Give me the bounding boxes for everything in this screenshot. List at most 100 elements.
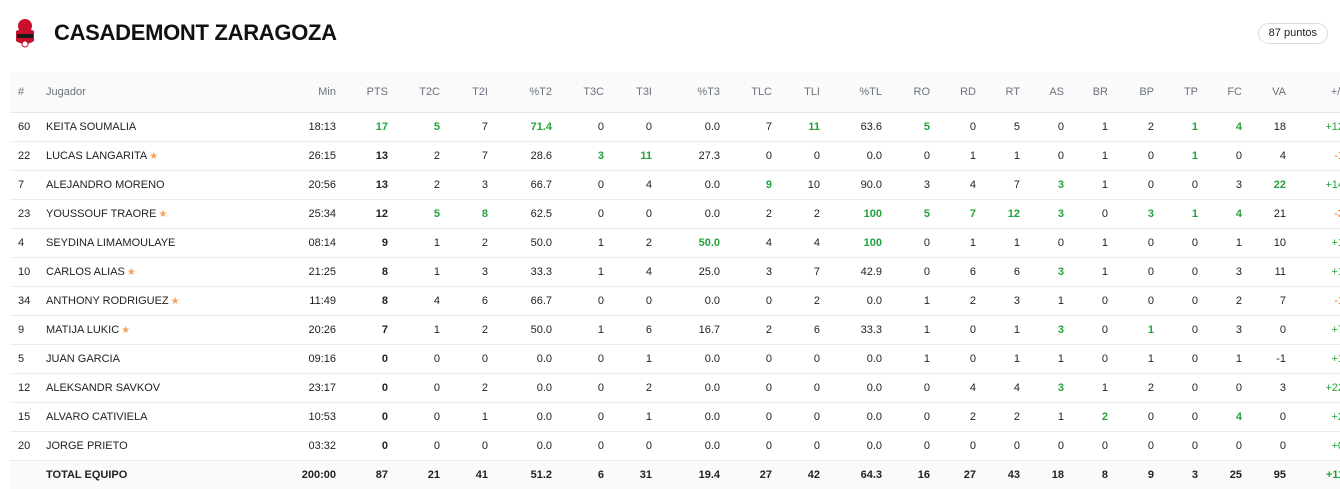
player-row[interactable]: 9 MATIJA LUKIC ★ 20:26 7 1 2 50.0 1 6 16.7 2 6 33.3 1 0… xyxy=(10,315,1340,345)
stat-cell: 2 xyxy=(610,228,658,258)
player-name[interactable]: ALVARO CATIVIELA xyxy=(42,402,282,432)
stat-cell: 0 xyxy=(888,257,936,287)
stat-cell: 0 xyxy=(1248,402,1292,432)
stat-cell: 1 xyxy=(1204,344,1248,374)
column-header[interactable]: Min xyxy=(282,72,342,113)
player-name[interactable]: LUCAS LANGARITA ★ xyxy=(42,141,282,171)
team-header: CASADEMONT ZARAGOZA 87 puntos xyxy=(0,0,1340,68)
column-header[interactable]: TLC xyxy=(726,72,778,113)
stat-cell: 0 xyxy=(726,141,778,171)
player-name[interactable]: JORGE PRIETO xyxy=(42,431,282,461)
player-row[interactable]: 4 SEYDINA LIMAMOULAYE 08:14 9 1 2 50.0 1 2 50.0 4 4… xyxy=(10,228,1340,258)
column-header[interactable]: %T2 xyxy=(494,72,558,113)
stat-cell: 0 xyxy=(1114,228,1160,258)
stat-cell: 20:26 xyxy=(282,315,342,345)
stat-cell: 0 xyxy=(1026,431,1070,461)
player-row[interactable]: 23 YOUSSOUF TRAORE ★ 25:34 12 5 8 62.5 0 0 0.0 2 2 10… xyxy=(10,199,1340,229)
stat-cell: 8 xyxy=(446,199,494,229)
player-row[interactable]: 60 KEITA SOUMALIA 18:13 17 5 7 71.4 0 0 0.0 7 11 63.… xyxy=(10,112,1340,142)
stat-cell: 1 xyxy=(1070,373,1114,403)
player-number: 9 xyxy=(10,315,42,345)
player-row[interactable]: 7 ALEJANDRO MORENO 20:56 13 2 3 66.7 0 4 0.0 9 10 90… xyxy=(10,170,1340,200)
player-name-label: ALEJANDRO MORENO xyxy=(46,178,165,191)
total-stat-cell: 3 xyxy=(1191,468,1198,481)
stat-cell: 4 xyxy=(936,170,982,200)
stat-cell: 3 xyxy=(982,286,1026,316)
player-row[interactable]: 22 LUCAS LANGARITA ★ 26:15 13 2 7 28.6 3 11 27.3 0 0… xyxy=(10,141,1340,171)
stat-cell: 26:15 xyxy=(282,141,342,171)
player-row[interactable]: 5 JUAN GARCIA 09:16 0 0 0 0.0 0 1 0.0 0 0 0.0 1 0 1 1 0 1 0… xyxy=(10,344,1340,374)
player-row[interactable]: 12 ALEKSANDR SAVKOV 23:17 0 0 2 0.0 0 2 0.0 0 0 0.0 0… xyxy=(10,373,1340,403)
column-header[interactable]: BR xyxy=(1070,72,1114,113)
player-row[interactable]: 34 ANTHONY RODRIGUEZ ★ 11:49 8 4 6 66.7 0 0 0.0 0 2 0… xyxy=(10,286,1340,316)
player-name[interactable]: KEITA SOUMALIA xyxy=(42,112,282,142)
points-badge: 87 puntos xyxy=(1257,23,1328,44)
stat-cell: 0 xyxy=(1160,170,1204,200)
stat-cell: 0 xyxy=(982,431,1026,461)
player-name[interactable]: MATIJA LUKIC ★ xyxy=(42,315,282,345)
column-header[interactable]: Jugador xyxy=(42,72,282,113)
stat-cell: 6 xyxy=(778,315,826,345)
stat-cell: 6 xyxy=(610,315,658,345)
stat-cell: 5 xyxy=(394,199,446,229)
column-header[interactable]: PTS xyxy=(342,72,394,113)
stat-cell: 0 xyxy=(1160,373,1204,403)
stat-cell: 5 xyxy=(888,112,936,142)
player-row[interactable]: 20 JORGE PRIETO 03:32 0 0 0 0.0 0 0 0.0 0 0 0.0 0 0 0 0 0… xyxy=(10,431,1340,461)
player-row[interactable]: 15 ALVARO CATIVIELA 10:53 0 0 1 0.0 0 1 0.0 0 0 0.0 0… xyxy=(10,402,1340,432)
stat-cell: -1 xyxy=(1248,344,1292,374)
total-stat-cell: 200:00 xyxy=(301,468,336,481)
stat-cell: 11 xyxy=(778,112,826,142)
player-name[interactable]: CARLOS ALIAS ★ xyxy=(42,257,282,287)
player-name[interactable]: ALEKSANDR SAVKOV xyxy=(42,373,282,403)
stat-cell: 4 xyxy=(1204,402,1248,432)
stat-cell: 0 xyxy=(888,402,936,432)
column-header[interactable]: RT xyxy=(982,72,1026,113)
stat-cell: 0 xyxy=(1070,431,1114,461)
stat-cell: 0 xyxy=(1160,402,1204,432)
box-score-table: # Jugador Min PTS T2C T2I %T2 T3C T3I %T3 TLC TLI %T… xyxy=(10,72,1340,489)
column-header[interactable]: BP xyxy=(1114,72,1160,113)
stat-cell: 1 xyxy=(394,315,446,345)
column-header[interactable]: %T3 xyxy=(658,72,726,113)
column-header[interactable]: T3C xyxy=(558,72,610,113)
player-number: 10 xyxy=(10,257,42,287)
stat-cell: 7 xyxy=(1248,286,1292,316)
player-name[interactable]: ALEJANDRO MORENO xyxy=(42,170,282,200)
total-stat-cell: 21 xyxy=(427,468,440,481)
stat-cell: 0 xyxy=(446,344,494,374)
column-header[interactable]: T3I xyxy=(610,72,658,113)
player-name[interactable]: YOUSSOUF TRAORE ★ xyxy=(42,199,282,229)
stat-cell: 8 xyxy=(342,286,394,316)
column-header[interactable]: T2I xyxy=(446,72,494,113)
player-name[interactable]: ANTHONY RODRIGUEZ ★ xyxy=(42,286,282,316)
stat-cell: 10 xyxy=(778,170,826,200)
stat-cell: 66.7 xyxy=(494,170,558,200)
stat-cell: 2 xyxy=(1204,286,1248,316)
stat-cell: 8 xyxy=(342,257,394,287)
player-name[interactable]: JUAN GARCIA xyxy=(42,344,282,374)
player-name[interactable]: SEYDINA LIMAMOULAYE xyxy=(42,228,282,258)
stat-cell: 3 xyxy=(1026,315,1070,345)
stat-cell: 1 xyxy=(1070,112,1114,142)
player-name-label: JORGE PRIETO xyxy=(46,439,128,452)
stat-cell: 0.0 xyxy=(658,112,726,142)
stat-cell: 0 xyxy=(1204,431,1248,461)
stat-cell: 0 xyxy=(558,431,610,461)
column-header[interactable]: RO xyxy=(888,72,936,113)
column-header[interactable]: FC xyxy=(1204,72,1248,113)
column-header[interactable]: TLI xyxy=(778,72,826,113)
column-header[interactable]: %TL xyxy=(826,72,888,113)
total-stat-cell: 64.3 xyxy=(860,468,882,481)
column-header[interactable]: RD xyxy=(936,72,982,113)
column-header[interactable]: AS xyxy=(1026,72,1070,113)
player-number: 4 xyxy=(10,228,42,258)
column-header[interactable]: # xyxy=(10,72,42,113)
player-row[interactable]: 10 CARLOS ALIAS ★ 21:25 8 1 3 33.3 1 4 25.0 3 7 42.9 0… xyxy=(10,257,1340,287)
column-header[interactable]: TP xyxy=(1160,72,1204,113)
stat-cell: 100 xyxy=(826,199,888,229)
column-header[interactable]: T2C xyxy=(394,72,446,113)
stat-cell: 3 xyxy=(1026,170,1070,200)
column-header[interactable]: +/- xyxy=(1292,72,1340,113)
column-header[interactable]: VA xyxy=(1248,72,1292,113)
